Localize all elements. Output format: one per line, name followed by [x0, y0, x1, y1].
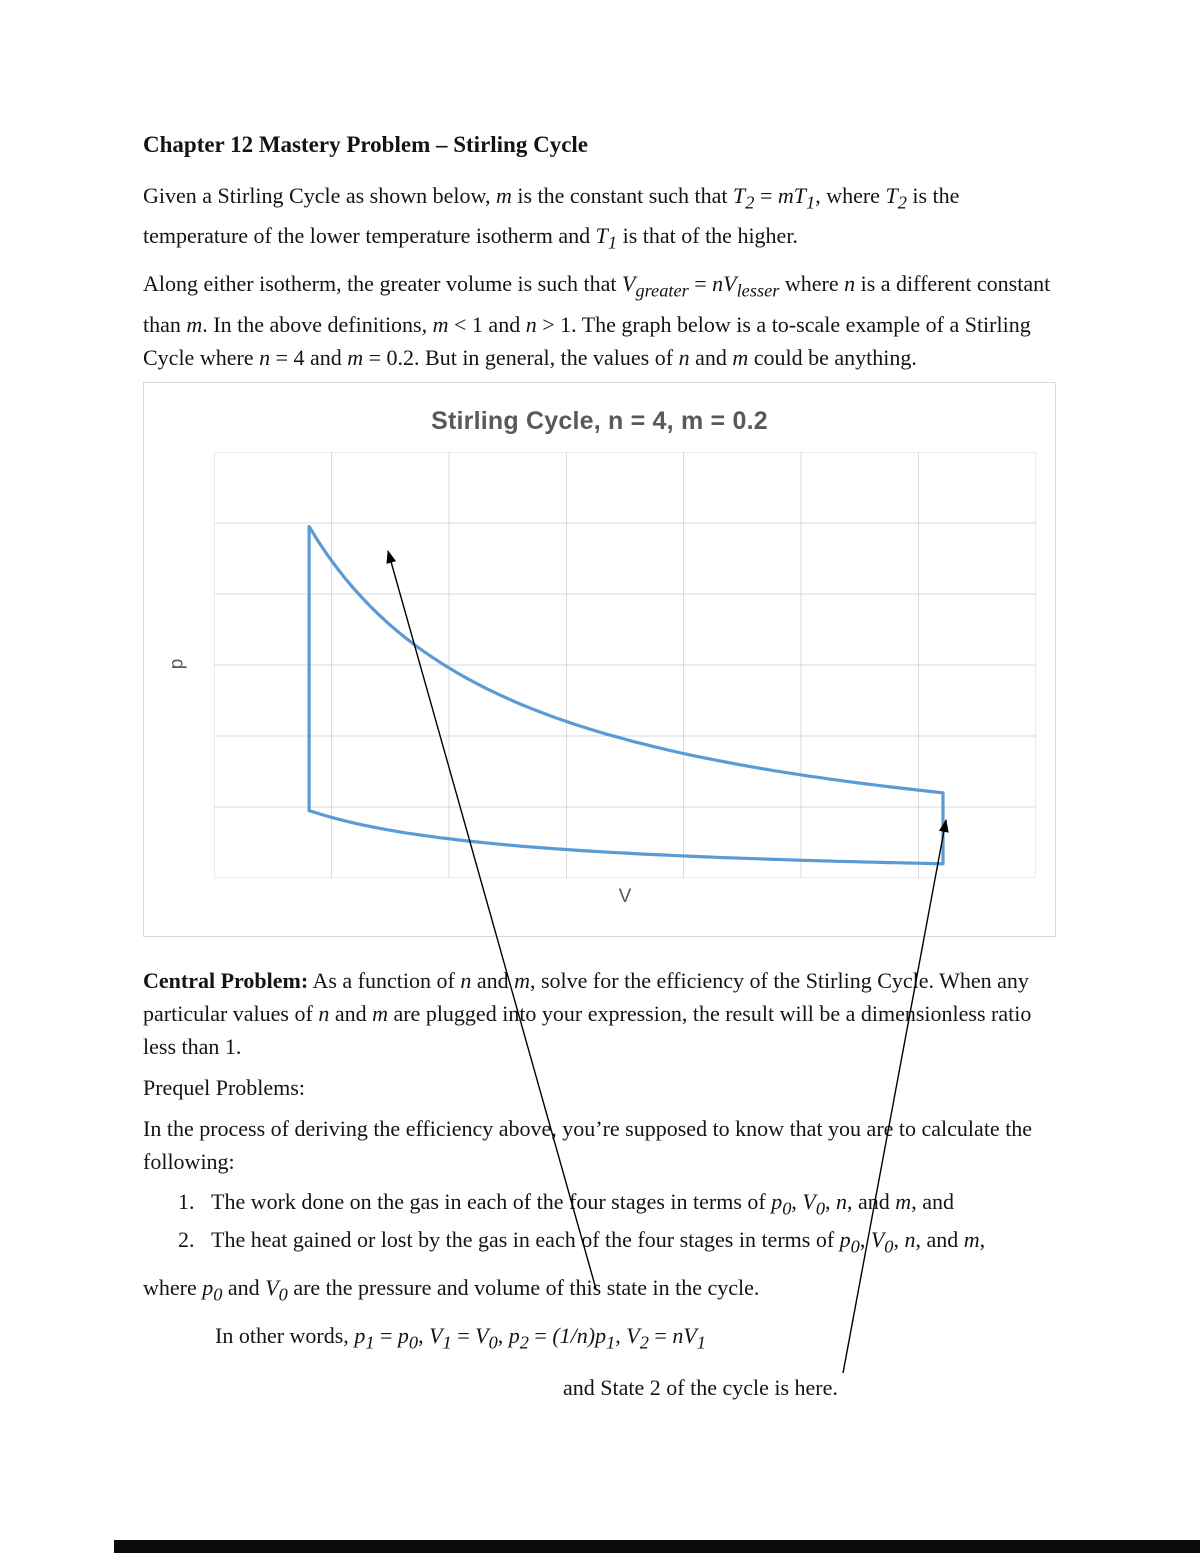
paragraph-process: In the process of deriving the efficienc…	[143, 1115, 1033, 1174]
prequel-problem-list: 1. The work done on the gas in each of t…	[143, 1186, 1057, 1263]
list-item: 2. The heat gained or lost by the gas in…	[143, 1224, 1057, 1262]
paragraph-where-state: where p0 and V0 are the pressure and vol…	[143, 1274, 760, 1304]
pv-plot-area	[214, 451, 1036, 878]
paragraph-along: Along either isotherm, the greater volum…	[143, 271, 1051, 370]
x-axis-label: V	[618, 885, 632, 907]
list-item-number: 2.	[178, 1227, 195, 1253]
chart-title: Stirling Cycle, n = 4, m = 0.2	[431, 406, 768, 435]
document-title: Chapter 12 Mastery Problem – Stirling Cy…	[143, 132, 589, 157]
paragraph-given: Given a Stirling Cycle as shown below, m…	[143, 182, 960, 253]
y-axis-label: p	[166, 658, 188, 670]
paragraph-prequel-problems: Prequel Problems:	[143, 1074, 305, 1100]
list-item-number: 1.	[178, 1188, 195, 1214]
paragraph-in-other-words: In other words, p1 = p0, V1 = V0, p2 = (…	[215, 1322, 706, 1353]
list-item-text: The heat gained or lost by the gas in ea…	[211, 1227, 986, 1257]
stirling-cycle-chart: Stirling Cycle, n = 4, m = 0.2 p V	[143, 381, 1056, 937]
bottom-bar	[114, 1540, 1200, 1553]
list-item: 1. The work done on the gas in each of t…	[143, 1186, 1057, 1224]
paragraph-central-problem: Central Problem: As a function of n and …	[143, 967, 1032, 1059]
list-item-text: The work done on the gas in each of the …	[211, 1188, 954, 1219]
paragraph-state-2-here: and State 2 of the cycle is here.	[563, 1375, 838, 1401]
